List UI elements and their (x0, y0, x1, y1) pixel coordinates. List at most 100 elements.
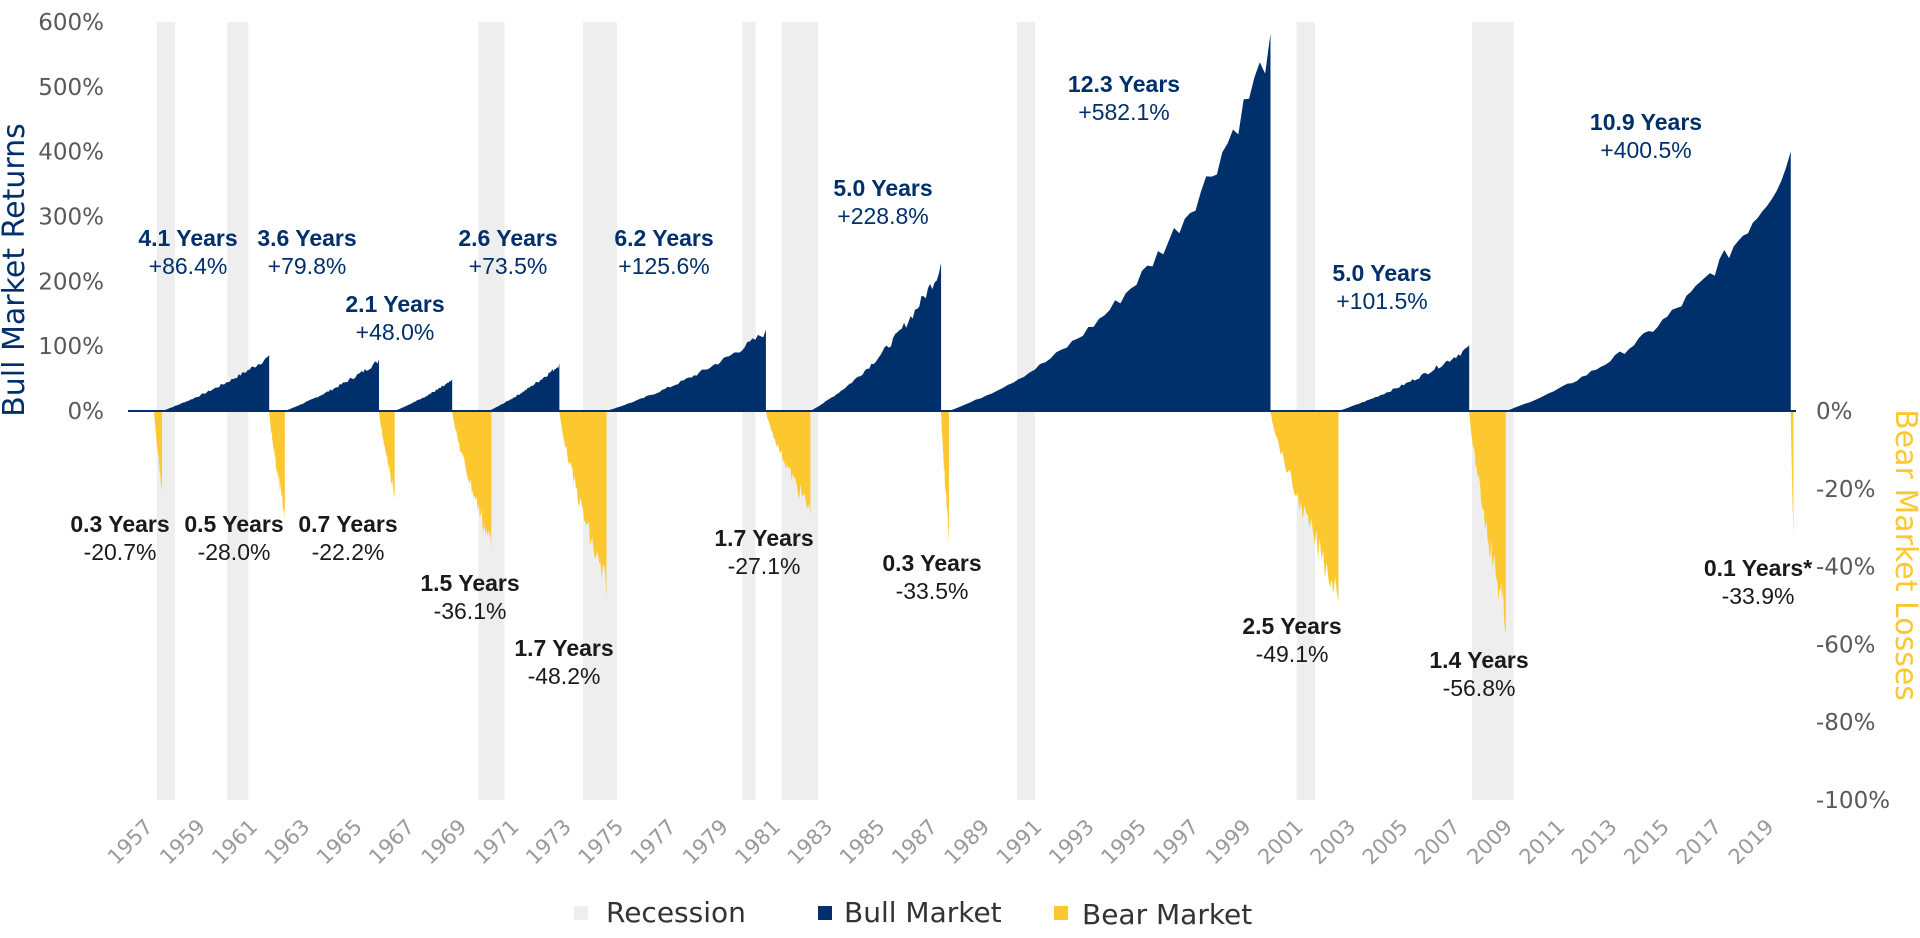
left-tick-label: 500% (38, 75, 104, 101)
x-tick-label: 1983 (783, 815, 838, 870)
x-tick-label: 1991 (992, 815, 1047, 870)
bull-label-8: 10.9 Years+400.5% (1590, 109, 1702, 163)
bull-label-4: 6.2 Years+125.6% (614, 225, 713, 279)
bull-duration: 5.0 Years (833, 175, 932, 201)
legend-swatch-recession (574, 906, 588, 920)
bull-area-5 (810, 262, 942, 411)
bear-loss: -56.8% (1443, 675, 1516, 701)
bull-label-7: 5.0 Years+101.5% (1332, 260, 1431, 314)
left-tick-label: 0% (68, 399, 105, 425)
bear-duration: 0.7 Years (298, 511, 397, 537)
bear-area-5 (765, 411, 811, 517)
bear-loss: -27.1% (728, 553, 801, 579)
bull-label-6: 12.3 Years+582.1% (1068, 71, 1180, 125)
legend-label-bear: Bear Market (1082, 898, 1252, 931)
bull-label-1: 3.6 Years+79.8% (257, 225, 356, 279)
bear-duration: 1.5 Years (420, 570, 519, 596)
bull-area-6 (948, 33, 1271, 412)
x-tick-label: 1993 (1044, 815, 1099, 870)
x-tick-label: 2003 (1306, 815, 1361, 870)
bear-label-3: 1.5 Years-36.1% (420, 570, 519, 624)
bull-label-2: 2.1 Years+48.0% (345, 291, 444, 345)
bear-area-4 (559, 411, 607, 599)
bear-area-3 (452, 411, 492, 552)
bear-area-2 (378, 411, 395, 498)
market-areas (154, 33, 1794, 632)
x-tick-label: 2011 (1515, 815, 1570, 870)
bull-return: +48.0% (356, 319, 435, 345)
x-tick-label: 1961 (207, 815, 262, 870)
bear-label-2: 0.7 Years-22.2% (298, 511, 397, 565)
legend-label-recession: Recession (606, 896, 746, 929)
bull-label-3: 2.6 Years+73.5% (458, 225, 557, 279)
bear-duration: 1.4 Years (1429, 647, 1528, 673)
bear-loss: -28.0% (198, 539, 271, 565)
bull-duration: 10.9 Years (1590, 109, 1702, 135)
left-tick-label: 600% (38, 10, 104, 36)
bear-label-5: 1.7 Years-27.1% (714, 525, 813, 579)
bull-area-0 (161, 354, 270, 411)
legend-swatch-bull (818, 906, 832, 920)
x-tick-label: 1971 (469, 815, 524, 870)
bear-loss: -48.2% (528, 663, 601, 689)
legend: Recession Bull Market Bear Market (574, 896, 1252, 931)
bear-loss: -33.9% (1722, 583, 1795, 609)
bear-area-8 (1469, 411, 1506, 632)
bear-label-0: 0.3 Years-20.7% (70, 511, 169, 565)
bear-area-6 (941, 411, 949, 542)
bear-area-7 (1270, 411, 1339, 602)
x-tick-label: 2005 (1358, 815, 1413, 870)
x-tick-label: 1997 (1149, 815, 1204, 870)
x-tick-label: 1981 (730, 815, 785, 870)
right-tick-label: -20% (1816, 477, 1875, 503)
bear-label-7: 2.5 Years-49.1% (1242, 613, 1341, 667)
bull-return: +125.6% (618, 253, 709, 279)
x-tick-label: 1985 (835, 815, 890, 870)
bear-loss: -20.7% (84, 539, 157, 565)
bull-area-2 (394, 379, 453, 411)
x-tick-label: 1967 (364, 815, 419, 870)
bull-area-8 (1505, 151, 1791, 411)
legend-label-bull: Bull Market (844, 896, 1002, 929)
x-tick-label: 1999 (1201, 815, 1256, 870)
bear-label-4: 1.7 Years-48.2% (514, 635, 613, 689)
left-axis-title: Bull Market Returns (0, 123, 32, 417)
bear-loss: -36.1% (434, 598, 507, 624)
left-tick-label: 300% (38, 205, 104, 231)
bull-label-0: 4.1 Years+86.4% (138, 225, 237, 279)
bull-duration: 6.2 Years (614, 225, 713, 251)
bear-area-0 (154, 411, 162, 492)
left-tick-label: 200% (38, 269, 104, 295)
bull-label-5: 5.0 Years+228.8% (833, 175, 932, 229)
bull-return: +400.5% (1600, 137, 1691, 163)
x-tick-label: 1995 (1096, 815, 1151, 870)
bull-return: +101.5% (1336, 288, 1427, 314)
left-y-axis: 600% 500% 400% 300% 200% 100% 0% (38, 10, 104, 425)
bull-duration: 2.6 Years (458, 225, 557, 251)
right-tick-label: -80% (1816, 710, 1875, 736)
bear-loss: -49.1% (1256, 641, 1329, 667)
right-axis-title: Bear Market Losses (1888, 409, 1920, 701)
bear-label-1: 0.5 Years-28.0% (184, 511, 283, 565)
bull-return: +73.5% (469, 253, 548, 279)
right-tick-label: -100% (1816, 788, 1890, 814)
x-tick-label: 1989 (940, 815, 995, 870)
bull-duration: 12.3 Years (1068, 71, 1180, 97)
x-tick-label: 1977 (626, 815, 681, 870)
bull-area-7 (1338, 345, 1470, 411)
x-tick-label: 2001 (1253, 815, 1308, 870)
bear-area-1 (269, 411, 285, 520)
left-tick-label: 400% (38, 140, 104, 166)
bear-area-9 (1790, 411, 1794, 543)
x-tick-label: 2007 (1410, 815, 1465, 870)
x-tick-label: 1959 (155, 815, 210, 870)
bear-duration: 1.7 Years (714, 525, 813, 551)
bear-loss: -33.5% (896, 578, 969, 604)
bear-duration: 2.5 Years (1242, 613, 1341, 639)
bear-label-9: 0.1 Years*-33.9% (1704, 555, 1812, 609)
bull-duration: 3.6 Years (257, 225, 356, 251)
bear-duration: 1.7 Years (514, 635, 613, 661)
x-tick-label: 1973 (521, 815, 576, 870)
bull-duration: 5.0 Years (1332, 260, 1431, 286)
bear-label-8: 1.4 Years-56.8% (1429, 647, 1528, 701)
